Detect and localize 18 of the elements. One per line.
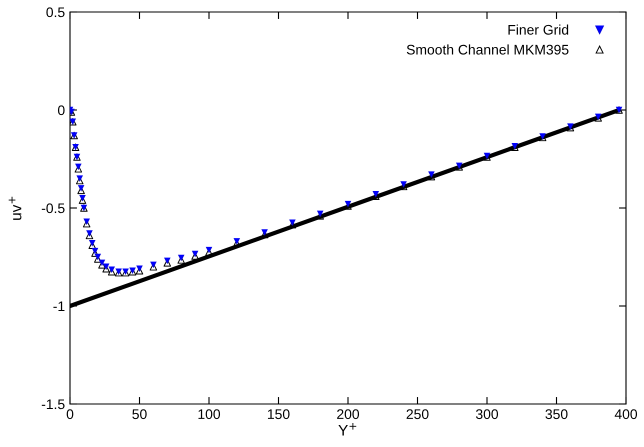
y-axis-title: uv$^{+}$ [8, 196, 22, 220]
x-tick-label: 400 [614, 409, 638, 420]
x-tick-label: 0 [66, 409, 74, 420]
x-tick-label: 200 [337, 409, 360, 420]
x-tick-label: 100 [198, 409, 220, 420]
y-tick-label: -1 [53, 301, 64, 312]
legend-label: Smooth Channel MKM395 [406, 44, 568, 55]
x-tick-label: 50 [132, 409, 147, 420]
legend-label: Finer Grid [508, 24, 568, 35]
x-tick-label: 300 [476, 409, 498, 420]
y-tick-label: -1.5 [42, 399, 65, 410]
y-tick-label: -0.5 [42, 203, 65, 214]
x-tick-label: 250 [406, 409, 429, 420]
y-tick-label: 0 [58, 105, 65, 116]
x-tick-label: 150 [268, 409, 290, 420]
y-tick-label: 0.5 [46, 7, 65, 18]
x-axis-title: Y$^{+}$ [338, 422, 356, 436]
x-tick-label: 350 [545, 409, 568, 420]
